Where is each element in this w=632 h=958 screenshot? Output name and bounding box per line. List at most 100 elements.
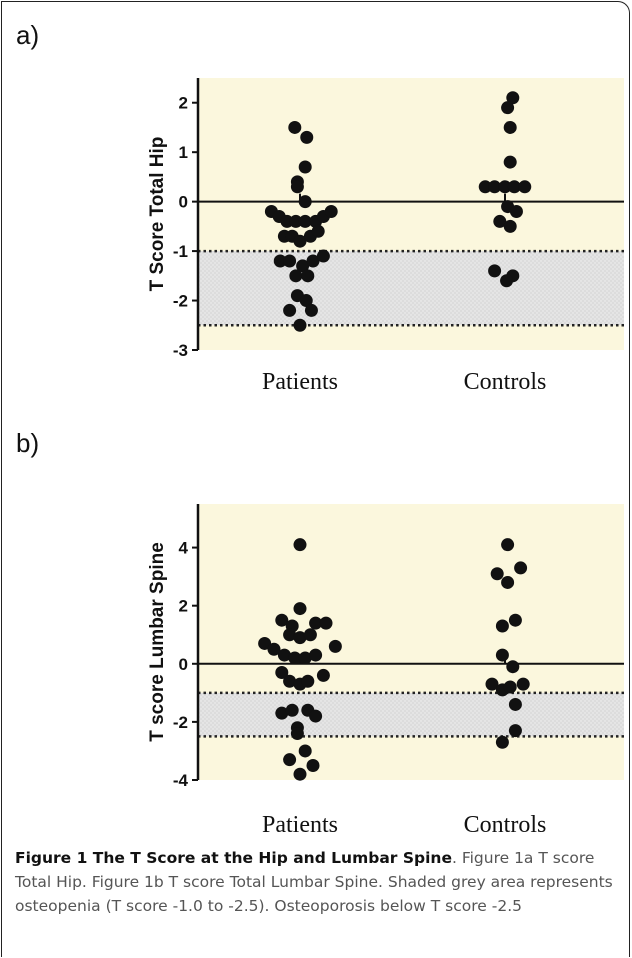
category-label: Controls	[464, 812, 547, 838]
data-point	[289, 214, 303, 228]
data-point	[290, 180, 304, 194]
data-point	[324, 205, 338, 219]
y-tick-label: 4	[179, 539, 189, 558]
data-point	[503, 155, 517, 169]
data-point	[503, 120, 517, 134]
data-point	[495, 619, 509, 633]
data-point	[500, 274, 514, 288]
data-point	[507, 180, 521, 194]
data-point	[293, 631, 307, 645]
data-point	[277, 648, 291, 662]
category-label: Controls	[464, 369, 547, 395]
data-point	[306, 254, 320, 268]
data-point	[293, 234, 307, 248]
data-point	[309, 616, 323, 630]
category-label: Patients	[262, 369, 338, 395]
data-point	[289, 269, 303, 283]
y-tick-label: 0	[179, 193, 188, 212]
data-point	[298, 160, 312, 174]
data-point	[316, 249, 330, 263]
data-point	[498, 180, 512, 194]
data-point	[293, 318, 307, 332]
data-point	[311, 224, 325, 238]
data-point	[503, 219, 517, 233]
y-tick-label: 2	[179, 94, 188, 113]
data-point	[283, 628, 297, 642]
data-point	[293, 602, 307, 616]
data-point	[309, 709, 323, 723]
data-point	[296, 259, 310, 273]
data-point	[501, 575, 515, 589]
data-point	[514, 561, 528, 575]
data-point	[293, 538, 307, 552]
data-point	[508, 697, 522, 711]
data-point	[283, 254, 297, 268]
data-point	[485, 677, 499, 691]
data-point	[506, 91, 520, 105]
data-point	[298, 651, 312, 665]
data-point	[516, 677, 530, 691]
data-point	[328, 639, 342, 653]
category-label: Patients	[262, 812, 338, 838]
data-point	[488, 180, 502, 194]
data-point	[258, 636, 272, 650]
data-point	[300, 130, 314, 144]
data-point	[283, 674, 297, 688]
data-point	[298, 214, 312, 228]
data-point	[508, 724, 522, 738]
data-point	[267, 642, 281, 656]
data-point	[478, 180, 492, 194]
data-point	[285, 703, 299, 717]
data-point	[283, 753, 297, 767]
data-point	[490, 567, 504, 581]
data-point	[273, 254, 287, 268]
y-tick-label: 2	[179, 597, 188, 616]
data-point	[275, 613, 289, 627]
y-axis-label: T Score Total Hip	[147, 137, 168, 292]
data-point	[509, 205, 523, 219]
osteopenia-band	[198, 251, 624, 326]
data-point	[503, 680, 517, 694]
data-point	[301, 269, 315, 283]
caption-title: Figure 1 The T Score at the Hip and Lumb…	[15, 849, 452, 867]
y-tick-label: -4	[173, 771, 189, 790]
data-point	[488, 264, 502, 278]
y-tick-label: -2	[173, 713, 188, 732]
y-tick-label: 0	[179, 655, 188, 674]
y-axis-label: T score Lumbar Spine	[147, 542, 168, 742]
data-point	[299, 294, 313, 308]
data-point	[501, 538, 515, 552]
data-point	[290, 727, 304, 741]
data-point	[506, 660, 520, 674]
data-point	[275, 706, 289, 720]
data-point	[304, 303, 318, 317]
data-point	[495, 735, 509, 749]
data-point	[518, 180, 532, 194]
data-point	[298, 195, 312, 209]
data-point	[275, 666, 289, 680]
data-point	[298, 744, 312, 758]
data-point	[283, 303, 297, 317]
y-tick-label: -3	[173, 341, 188, 360]
chart-b-lumbar-spine: 4 2 0 -2 -4 T score Lumbar Spine Patients Contr…	[147, 504, 624, 838]
panel-b-letter: b)	[16, 428, 40, 458]
y-tick-label: -1	[173, 242, 188, 261]
data-point	[301, 674, 315, 688]
osteopenia-band	[198, 692, 624, 737]
data-point	[501, 101, 515, 115]
panel-a-letter: a)	[16, 20, 40, 50]
data-point	[303, 628, 317, 642]
data-point	[316, 668, 330, 682]
chart-a-total-hip: 2 1 0 -1 -2 -3 T Score Total Hip Patients Contro…	[147, 78, 624, 395]
data-point	[493, 214, 507, 228]
data-point	[508, 613, 522, 627]
y-tick-label: -2	[173, 292, 188, 311]
data-point	[495, 648, 509, 662]
data-point	[319, 616, 333, 630]
y-tick-label: 1	[179, 143, 188, 162]
data-point	[306, 758, 320, 772]
data-point	[288, 651, 302, 665]
